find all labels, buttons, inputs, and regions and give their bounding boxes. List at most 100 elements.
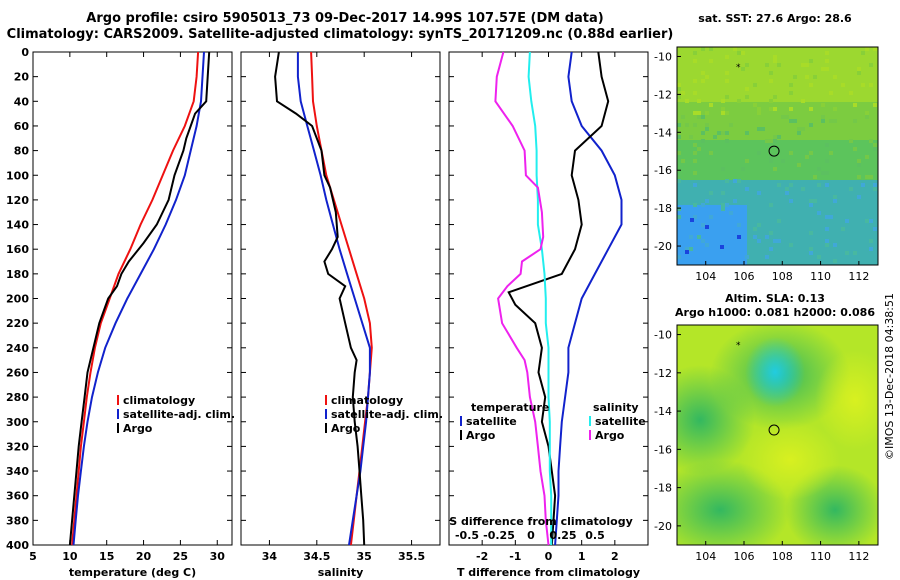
sst-pixel — [697, 111, 701, 115]
legend-label: climatology — [331, 394, 403, 407]
sst-pixel — [809, 151, 813, 155]
sst-pixel — [733, 47, 737, 51]
sst-pixel — [809, 59, 813, 63]
sst-pixel — [809, 203, 813, 207]
x-axis-label: T difference from climatology — [457, 566, 640, 579]
sst-pixel — [825, 143, 829, 147]
sst-pixel — [869, 247, 873, 251]
x-tick-label: 30 — [210, 550, 226, 563]
sst-pixel — [805, 155, 809, 159]
sst-pixel — [785, 115, 789, 119]
sst-pixel — [705, 75, 709, 79]
map-x-tick-label: 110 — [810, 550, 831, 563]
series-line-s-satellite — [527, 51, 553, 545]
sst-pixel — [689, 135, 693, 139]
sst-pixel — [677, 215, 681, 219]
sst-pixel — [741, 167, 745, 171]
sst-pixel — [801, 187, 805, 191]
sst-pixel — [773, 55, 777, 59]
sst-pixel — [821, 67, 825, 71]
sst-pixel — [833, 199, 837, 203]
sst-pixel — [853, 103, 857, 107]
watermark: ©IMOS 13-Dec-2018 04:38:51 — [883, 293, 896, 460]
sst-pixel — [697, 235, 701, 239]
sst-pixel — [725, 95, 729, 99]
sst-pixel — [857, 159, 861, 163]
sst-pixel — [849, 187, 853, 191]
sst-pixel — [745, 63, 749, 67]
sst-pixel — [829, 215, 833, 219]
sst-pixel — [757, 111, 761, 115]
sst-pixel — [865, 155, 869, 159]
series-line-argo — [274, 51, 366, 546]
series-line-t-satellite — [554, 51, 623, 546]
y-tick-label: 340 — [6, 465, 29, 478]
sst-pixel — [813, 75, 817, 79]
sst-pixel — [857, 163, 861, 167]
sst-pixel — [861, 51, 865, 55]
sst-pixel — [833, 243, 837, 247]
sst-pixel — [857, 67, 861, 71]
map-y-tick-label: -12 — [654, 367, 672, 380]
sst-pixel — [745, 187, 749, 191]
sst-pixel — [809, 123, 813, 127]
sst-pixel — [721, 107, 725, 111]
y-tick-label: 140 — [6, 219, 29, 232]
x-axis-label: salinity — [318, 566, 364, 579]
sst-pixel — [777, 239, 781, 243]
sst-pixel — [865, 47, 869, 51]
sst-pixel — [789, 183, 793, 187]
sst-pixel — [789, 243, 793, 247]
map-y-tick-label: -16 — [654, 443, 672, 456]
sst-pixel — [677, 87, 681, 91]
sst-pixel — [773, 139, 777, 143]
sst-pixel — [705, 123, 709, 127]
sst-pixel — [825, 239, 829, 243]
y-tick-label: 240 — [6, 342, 29, 355]
y-tick-label: 80 — [14, 145, 30, 158]
sst-pixel — [825, 215, 829, 219]
sst-pixel — [737, 51, 741, 55]
sst-pixel — [825, 171, 829, 175]
y-tick-label: 160 — [6, 243, 29, 256]
sst-pixel — [721, 191, 725, 195]
sla-map-axes: 104 106 108 110 112 -10 -12 -14 -16 -18 -20 * — [654, 329, 869, 563]
sst-pixel — [725, 131, 729, 135]
sst-pixel — [869, 63, 873, 67]
sst-pixel — [825, 159, 829, 163]
sst-pixel — [773, 59, 777, 63]
sst-pixel — [841, 83, 845, 87]
sst-pixel — [833, 259, 837, 263]
sst-pixel — [685, 247, 689, 251]
sla-map-frame — [676, 324, 879, 546]
y-tick-label: 0 — [21, 46, 29, 59]
sst-pixel — [765, 139, 769, 143]
salinity-panel: 34 34.5 35 35.5 salinity climatologysatellite… — [240, 51, 443, 579]
sst-pixel — [725, 55, 729, 59]
map-y-tick-label: -20 — [654, 520, 672, 533]
x-axis-label-salinity: S difference from climatology — [449, 515, 633, 528]
sst-pixel — [809, 83, 813, 87]
sst-pixel — [725, 79, 729, 83]
sst-pixel — [789, 119, 793, 123]
sst-pixel — [825, 67, 829, 71]
sst-pixel — [677, 95, 681, 99]
map-y-tick-label: -10 — [654, 329, 672, 342]
legend-label: Argo — [123, 422, 153, 435]
map-x-tick-label: 108 — [772, 550, 793, 563]
sst-pixel — [845, 251, 849, 255]
y-tick-label: 280 — [6, 391, 29, 404]
legend-title-temperature: temperature — [471, 401, 549, 414]
sst-pixel — [761, 127, 765, 131]
sst-pixel — [701, 131, 705, 135]
sst-pixel — [813, 175, 817, 179]
map-y-tick-label: -18 — [654, 202, 672, 215]
y-tick-label: 320 — [6, 440, 29, 453]
map-x-tick-label: 112 — [848, 270, 869, 283]
sst-pixel — [821, 103, 825, 107]
sst-pixel — [737, 223, 741, 227]
sst-pixel — [757, 127, 761, 131]
sst-pixel — [777, 135, 781, 139]
sst-pixel — [793, 119, 797, 123]
sst-pixel — [753, 227, 757, 231]
